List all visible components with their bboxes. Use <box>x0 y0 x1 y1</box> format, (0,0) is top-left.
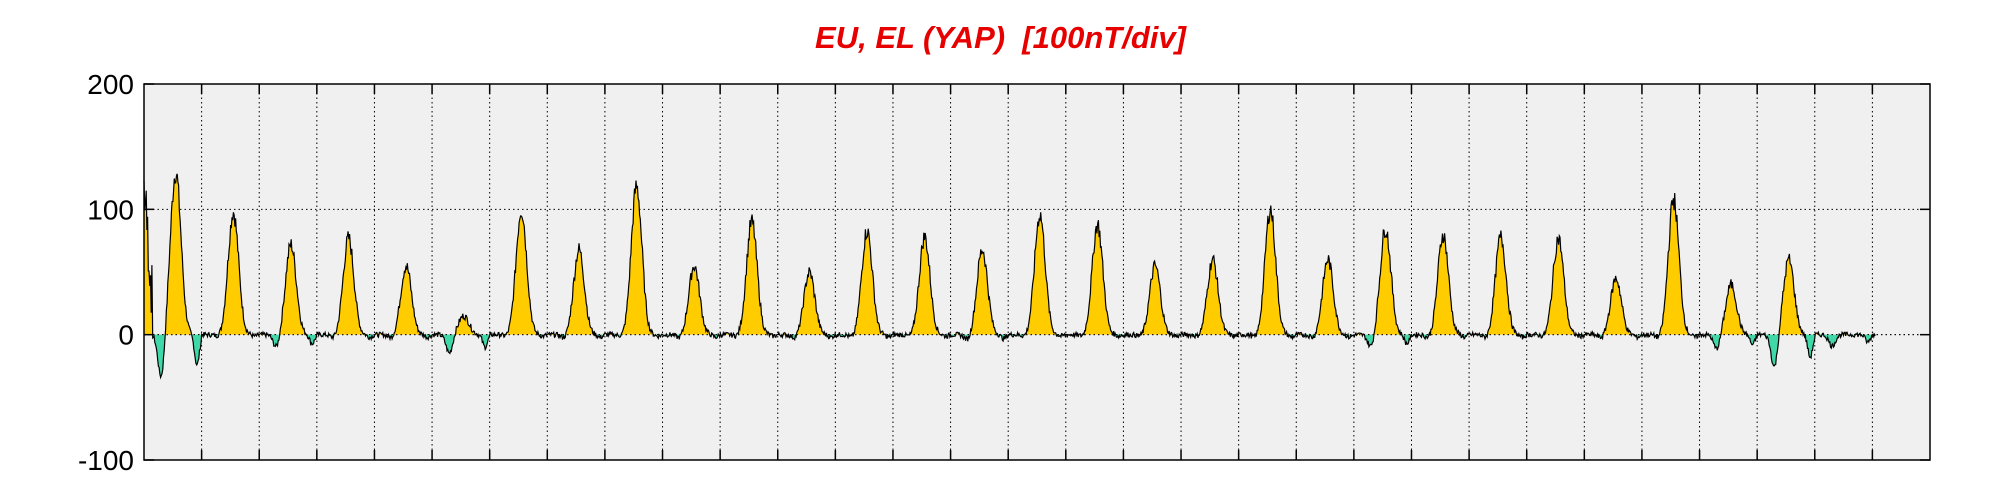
y-tick-label: 200 <box>87 69 134 100</box>
chart-title: EU, EL (YAP) [100nT/div] <box>815 20 1186 55</box>
axis-ticks <box>144 83 1930 461</box>
y-axis-labels: 200 100 0 -100 <box>78 69 134 476</box>
data-series <box>143 173 1930 380</box>
y-tick-label: 100 <box>87 194 134 225</box>
plot-frame <box>143 83 1931 461</box>
y-tick-label: -100 <box>78 445 134 476</box>
series-eu-area <box>144 173 1876 335</box>
y-tick-label: 0 <box>118 320 134 351</box>
series-outline <box>143 173 1876 380</box>
